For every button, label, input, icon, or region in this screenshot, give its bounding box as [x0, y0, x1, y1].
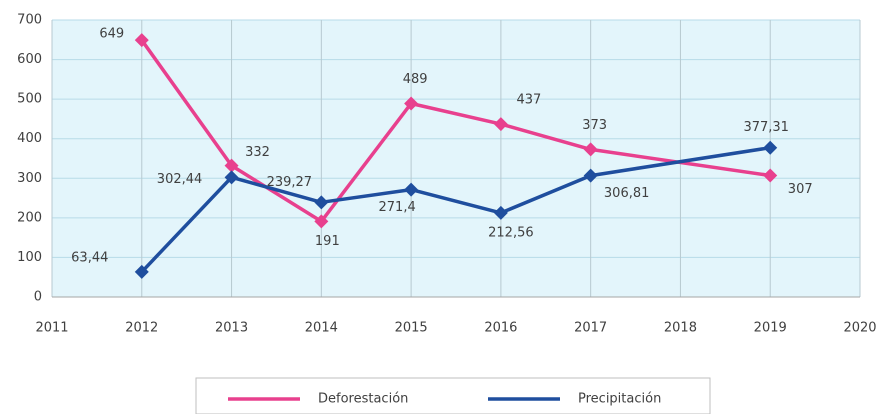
- data-label: 63,44: [71, 250, 108, 265]
- data-label: 649: [99, 27, 124, 42]
- marker: [224, 158, 239, 173]
- x-tick-label: 2019: [754, 321, 787, 336]
- marker: [583, 142, 598, 157]
- marker: [763, 140, 778, 155]
- data-label: 306,81: [604, 186, 650, 201]
- y-tick-label: 200: [17, 210, 42, 225]
- marker: [583, 168, 598, 183]
- legend-label: Deforestación: [318, 392, 408, 407]
- data-label: 377,31: [743, 120, 789, 135]
- marker: [134, 264, 149, 279]
- marker: [314, 214, 329, 229]
- data-label: 437: [516, 93, 541, 108]
- data-label: 332: [245, 145, 270, 160]
- x-tick-label: 2020: [843, 321, 876, 336]
- data-label: 302,44: [157, 172, 203, 187]
- x-tick-label: 2016: [484, 321, 517, 336]
- marker: [134, 33, 149, 48]
- data-label: 489: [403, 72, 428, 87]
- marker: [493, 117, 508, 132]
- x-tick-label: 2018: [664, 321, 697, 336]
- data-label: 212,56: [488, 225, 534, 240]
- x-tick-label: 2015: [395, 321, 428, 336]
- marker: [314, 195, 329, 210]
- x-tick-label: 2017: [574, 321, 607, 336]
- x-tick-label: 2011: [35, 321, 68, 336]
- legend-label: Precipitación: [578, 392, 661, 407]
- y-tick-label: 100: [17, 250, 42, 265]
- legend-box: [195, 377, 711, 414]
- data-label: 373: [582, 118, 607, 133]
- marker: [404, 182, 419, 197]
- data-label: 191: [315, 234, 340, 249]
- x-tick-label: 2012: [125, 321, 158, 336]
- marker: [493, 205, 508, 220]
- marker: [224, 170, 239, 185]
- marker: [763, 168, 778, 183]
- y-tick-label: 500: [17, 92, 42, 107]
- x-tick-label: 2014: [305, 321, 338, 336]
- y-tick-label: 600: [17, 52, 42, 67]
- y-tick-label: 400: [17, 131, 42, 146]
- y-tick-label: 300: [17, 171, 42, 186]
- y-tick-label: 0: [34, 290, 42, 305]
- plot-area: [52, 20, 860, 297]
- x-tick-label: 2013: [215, 321, 248, 336]
- data-label: 271,4: [379, 200, 416, 215]
- y-tick-label: 700: [17, 13, 42, 28]
- marker: [404, 96, 419, 111]
- data-label: 239,27: [267, 175, 313, 190]
- data-label: 307: [788, 182, 813, 197]
